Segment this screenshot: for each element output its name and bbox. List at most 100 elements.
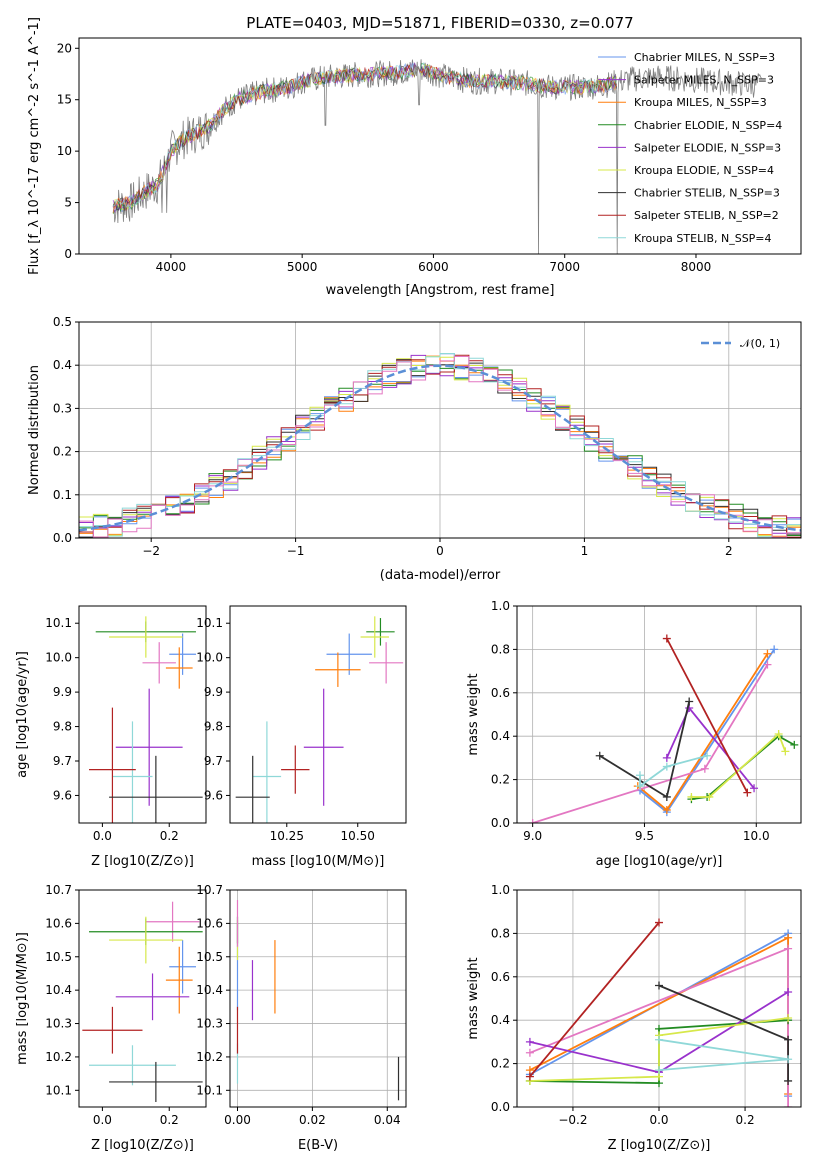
y-tick-label: 10.1	[196, 1083, 223, 1097]
y-tick-label: 0.2	[53, 445, 72, 459]
y-tick-label: 1.0	[491, 599, 510, 613]
y-axis-label: Normed distribution	[27, 365, 42, 495]
axes-frame	[78, 37, 802, 255]
y-tick-label: 10.1	[45, 1083, 72, 1097]
y-tick-label: 9.9	[53, 685, 72, 699]
y-tick-label: 0.6	[491, 970, 510, 984]
y-tick-label: 9.8	[204, 720, 223, 734]
x-tick-label: 10.25	[270, 829, 304, 843]
weight-marker	[790, 740, 799, 749]
axes-frame	[516, 605, 802, 824]
x-tick-label: 10.0	[743, 829, 770, 843]
weight-marker	[784, 1076, 793, 1085]
model-line-8	[113, 62, 618, 210]
x-tick-label: 0.0	[93, 829, 112, 843]
y-tick-label: 9.7	[53, 754, 72, 768]
axes-frame	[229, 605, 407, 824]
x-tick-label: 0.02	[299, 1113, 326, 1127]
axes-2	[75, 605, 207, 827]
axes-3	[226, 605, 407, 827]
weight-marker	[784, 1103, 793, 1107]
x-tick-label: 0	[436, 544, 444, 558]
y-tick-label: 0.0	[491, 816, 510, 830]
x-axis-label: Z [log10(Z/Z⊙)]	[91, 854, 194, 869]
axes-7	[513, 889, 802, 1111]
weight-line-7	[529, 921, 660, 1078]
axes-5	[75, 889, 207, 1111]
x-tick-label: −2	[142, 544, 160, 558]
axes-4	[513, 605, 802, 827]
weight-marker	[685, 697, 694, 706]
weight-marker	[662, 792, 671, 801]
y-tick-label: 10	[57, 144, 72, 158]
legend-entry: Chabrier MILES, N_SSP=3	[634, 51, 775, 64]
weight-marker	[743, 788, 752, 797]
weight-marker	[784, 944, 793, 953]
y-tick-label: 10.3	[45, 1017, 72, 1031]
legend-entry: 𝒩(0, 1)	[740, 337, 780, 350]
weight-marker	[528, 819, 537, 823]
weight-marker	[784, 1035, 793, 1044]
x-tick-label: 10.50	[341, 829, 375, 843]
y-axis-label: mass weight	[466, 957, 481, 1039]
y-tick-label: 10.3	[196, 1017, 223, 1031]
y-tick-label: 0.8	[491, 926, 510, 940]
weight-marker	[595, 751, 604, 760]
y-axis-label: age [log10(age/yr)]	[15, 651, 30, 778]
x-tick-label: 7000	[549, 260, 580, 274]
y-tick-label: 0.2	[491, 773, 510, 787]
x-tick-label: 0.04	[374, 1113, 401, 1127]
y-tick-label: 10.4	[45, 983, 72, 997]
plot-area-6	[236, 900, 400, 1101]
weight-marker	[655, 1035, 663, 1044]
x-tick-label: 9.0	[523, 829, 542, 843]
y-tick-label: 10.6	[45, 916, 72, 930]
legend-entry: Salpeter MILES, N_SSP=3	[634, 74, 774, 87]
weight-line-8	[639, 754, 708, 788]
y-tick-label: 0.4	[53, 358, 72, 372]
y-tick-label: 15	[57, 93, 72, 107]
weight-marker	[784, 1055, 793, 1064]
y-tick-label: 9.9	[204, 685, 223, 699]
x-tick-label: −1	[287, 544, 305, 558]
residual-histogram-7	[79, 353, 801, 538]
x-axis-label: Z [log10(Z/Z⊙)]	[91, 1138, 194, 1153]
axes-frame	[229, 889, 407, 1108]
model-line-7	[112, 64, 618, 213]
legend-entry: Kroupa MILES, N_SSP=3	[634, 96, 767, 109]
y-tick-label: 0	[64, 247, 72, 261]
plot-area-5	[82, 901, 203, 1102]
y-tick-label: 0.0	[491, 1100, 510, 1114]
spectrum-data-line	[112, 59, 762, 254]
weight-marker	[781, 747, 790, 756]
legend-entry: Salpeter ELODIE, N_SSP=3	[634, 141, 781, 154]
y-tick-label: 0.4	[491, 1013, 510, 1027]
x-tick-label: 9.5	[635, 829, 654, 843]
y-tick-label: 10.2	[45, 1050, 72, 1064]
y-tick-label: 9.6	[53, 788, 72, 802]
y-tick-label: 9.8	[53, 720, 72, 734]
weight-marker	[655, 981, 663, 990]
y-tick-label: 0.8	[491, 642, 510, 656]
y-tick-label: 9.6	[204, 788, 223, 802]
weight-marker	[763, 649, 772, 658]
x-axis-label: Z [log10(Z/Z⊙)]	[608, 1138, 711, 1153]
x-axis-label: E(B-V)	[298, 1138, 338, 1153]
weight-marker	[784, 987, 793, 996]
weight-marker	[662, 753, 671, 762]
weight-marker	[662, 762, 671, 771]
plot-area-3	[235, 616, 404, 823]
weight-line-7	[666, 638, 749, 794]
weight-marker	[705, 792, 714, 801]
weight-marker	[700, 764, 709, 773]
legend-entry: Kroupa ELODIE, N_SSP=4	[634, 164, 774, 177]
normal-reference-curve	[79, 364, 801, 532]
weight-line-5	[691, 732, 787, 798]
legend-entry: Chabrier STELIB, N_SSP=3	[634, 187, 780, 200]
weight-marker	[784, 1014, 793, 1023]
weight-marker	[655, 1066, 663, 1075]
x-tick-label: 8000	[681, 260, 712, 274]
x-tick-label: 0.2	[736, 1113, 755, 1127]
axes-frame	[78, 889, 207, 1108]
y-tick-label: 10.1	[196, 616, 223, 630]
